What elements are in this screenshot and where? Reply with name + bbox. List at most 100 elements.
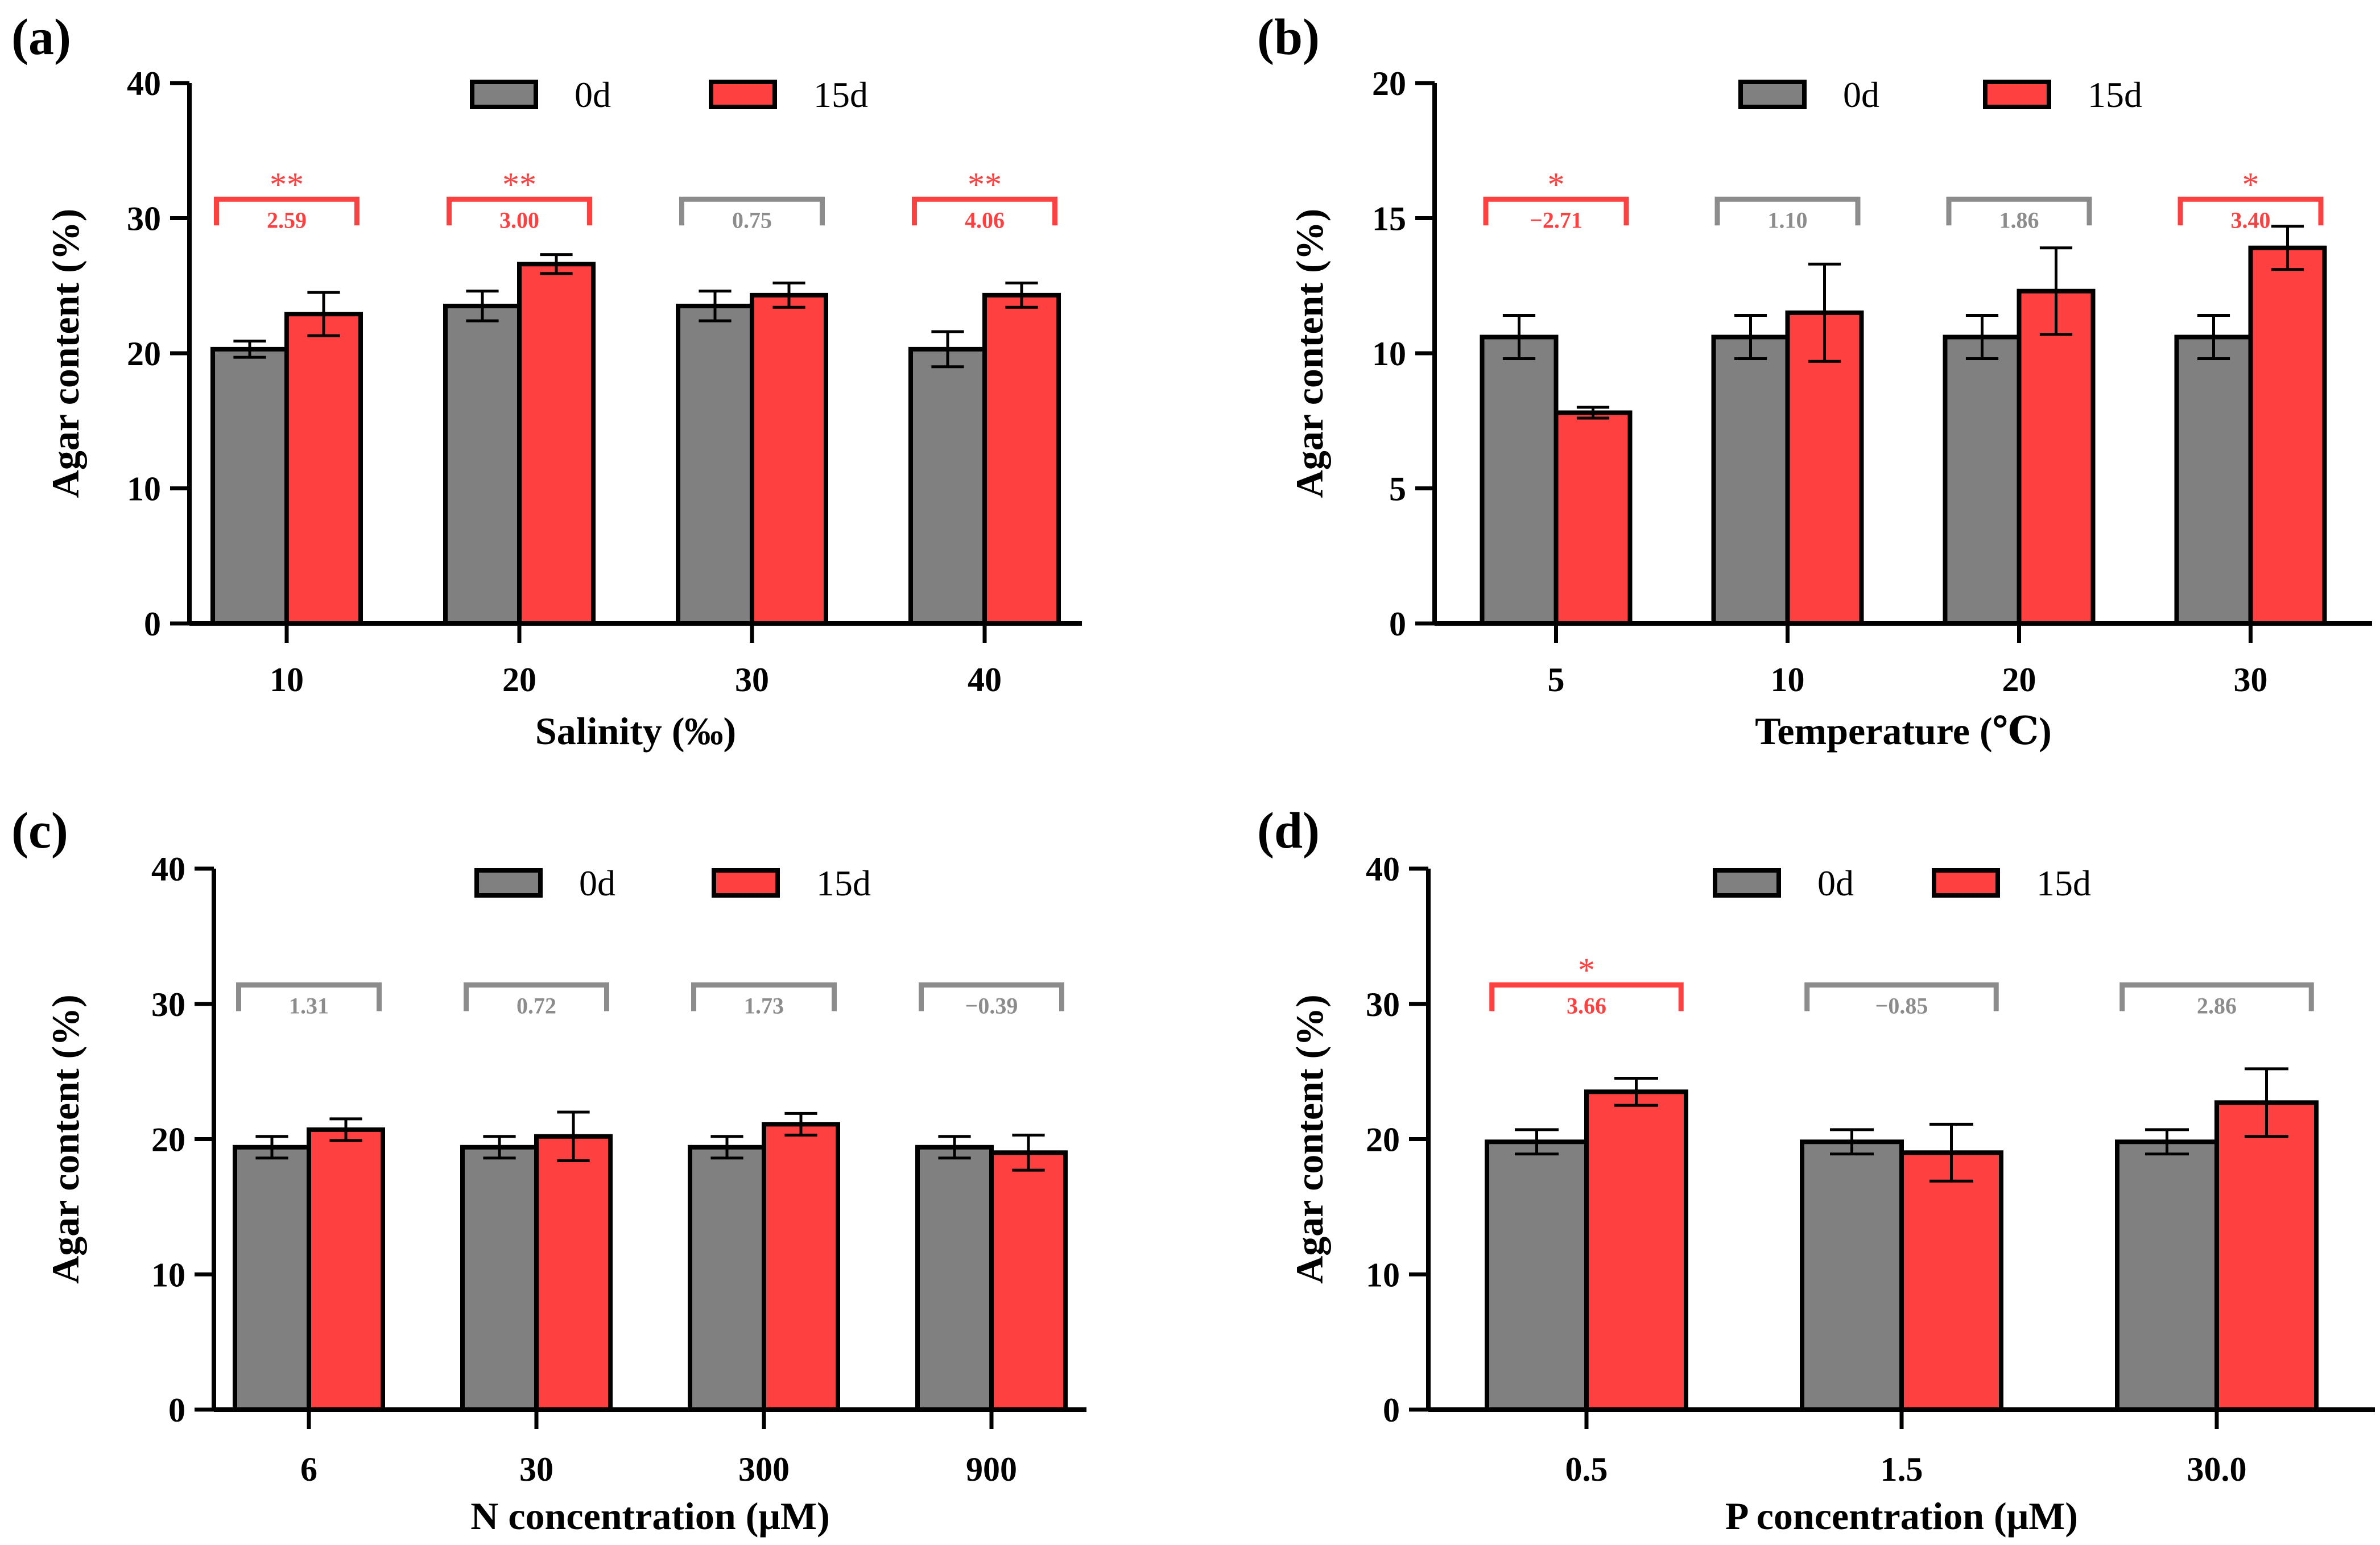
bar-15d (2214, 1100, 2319, 1412)
significance-value: 2.59 (267, 207, 307, 233)
y-tick-label: 10 (1366, 1256, 1400, 1294)
panel-label: (c) (11, 803, 68, 859)
bar-0d (233, 1145, 311, 1412)
y-tick-label: 40 (1366, 850, 1400, 888)
chart-panel-2: (c) 0d 15d 6 1.31 30 0.72 300 1.73 900 −0.39 0 10 20 3… (11, 803, 1086, 1538)
y-tick-label: 0 (168, 1391, 185, 1429)
legend-0d-swatch (470, 80, 538, 109)
significance-stars: * (1548, 166, 1565, 203)
y-tick-label: 40 (151, 850, 185, 888)
chart-panel-3: (d) 0d 15d 0.5 3.66 * 1.5 −0.85 30.0 2.86 0 10 20 30 4… (1257, 803, 2375, 1538)
legend-15d-swatch (712, 868, 780, 898)
bar-15d (284, 312, 363, 626)
y-tick-label: 20 (1366, 1121, 1400, 1159)
significance-bracket (679, 196, 825, 226)
x-axis-title: P concentration (μM) (1725, 1494, 2078, 1538)
significance-stars: ** (968, 166, 1002, 203)
significance-value: 3.40 (2231, 207, 2271, 233)
significance-value: 4.06 (965, 207, 1005, 233)
x-axis-title: Salinity (‰) (535, 709, 736, 753)
x-tick-label: 10 (1771, 661, 1805, 699)
bar-0d (2174, 334, 2253, 626)
significance-value: −0.85 (1875, 993, 1928, 1018)
bar-15d (534, 1134, 613, 1412)
significance-bracket (236, 982, 382, 1011)
bar-0d (2115, 1139, 2219, 1412)
bar-15d (762, 1122, 840, 1412)
x-tick-label: 6 (300, 1451, 317, 1488)
significance-value: 1.86 (1999, 207, 2039, 233)
legend-0d-swatch (1713, 868, 1781, 898)
significance-bracket (912, 196, 1057, 226)
y-tick-label: 30 (151, 986, 185, 1023)
x-tick-label: 20 (502, 661, 536, 699)
significance-bracket (2177, 196, 2324, 226)
bar-15d (982, 292, 1061, 626)
significance-bracket (214, 196, 360, 226)
significance-value: 2.86 (2197, 993, 2237, 1018)
panel-label: (b) (1257, 9, 1320, 65)
significance-value: −0.39 (965, 993, 1018, 1018)
y-axis-title: Agar content (%) (1288, 209, 1331, 498)
significance-bracket (1804, 982, 1999, 1011)
bar-0d (460, 1145, 539, 1412)
bar-15d (1785, 310, 1864, 626)
x-tick-label: 30 (519, 1451, 553, 1488)
significance-bracket (1483, 196, 1629, 226)
y-tick-label: 0 (1389, 605, 1406, 643)
y-tick-label: 15 (1372, 200, 1406, 238)
legend-15d-label: 15d (816, 863, 871, 903)
x-tick-label: 30.0 (2187, 1451, 2247, 1488)
bar-15d (750, 292, 828, 626)
legend-0d-label: 0d (579, 863, 615, 903)
panel-label: (d) (1257, 803, 1320, 859)
bar-15d (989, 1150, 1068, 1412)
y-axis-title: Agar content (%) (44, 994, 87, 1284)
bar-0d (688, 1145, 766, 1412)
bar-0d (1711, 334, 1790, 626)
significance-value: 0.75 (732, 207, 772, 233)
significance-value: 0.72 (517, 993, 556, 1018)
significance-value: 1.73 (744, 993, 784, 1018)
significance-bracket (691, 982, 837, 1011)
bar-15d (1899, 1150, 2003, 1412)
significance-bracket (1714, 196, 1861, 226)
legend-15d-swatch (709, 80, 777, 109)
significance-value: 1.10 (1768, 207, 1808, 233)
legend-0d-label: 0d (575, 75, 611, 115)
bar-15d (307, 1127, 385, 1412)
x-tick-label: 40 (968, 661, 1002, 699)
legend-0d-label: 0d (1817, 863, 1854, 903)
y-tick-label: 0 (144, 605, 161, 643)
bar-0d (443, 303, 522, 626)
y-tick-label: 30 (1366, 986, 1400, 1023)
bar-15d (1553, 410, 1633, 626)
x-tick-label: 30 (2234, 661, 2268, 699)
significance-bracket (919, 982, 1064, 1011)
bar-0d (908, 346, 987, 626)
bar-0d (915, 1145, 994, 1412)
y-tick-label: 10 (1372, 335, 1406, 373)
bar-15d (1584, 1089, 1688, 1412)
legend-0d-swatch (1738, 80, 1807, 109)
y-axis-title: Agar content (%) (44, 209, 87, 498)
legend-15d-label: 15d (813, 75, 868, 115)
y-tick-label: 20 (127, 335, 161, 373)
significance-bracket (447, 196, 592, 226)
legend-15d-label: 15d (2036, 863, 2091, 903)
x-axis-title: N concentration (μM) (470, 1494, 830, 1538)
significance-stars: * (1578, 951, 1595, 989)
y-tick-label: 40 (127, 65, 161, 102)
bar-15d (517, 262, 596, 626)
x-tick-label: 5 (1548, 661, 1565, 699)
significance-value: 1.31 (289, 993, 329, 1018)
bar-0d (210, 346, 289, 626)
bar-0d (1943, 334, 2022, 626)
x-tick-label: 0.5 (1565, 1451, 1608, 1488)
significance-bracket (1489, 982, 1684, 1011)
x-tick-label: 900 (966, 1451, 1017, 1488)
legend-15d-swatch (1983, 80, 2051, 109)
significance-bracket (464, 982, 609, 1011)
bar-0d (676, 303, 754, 626)
